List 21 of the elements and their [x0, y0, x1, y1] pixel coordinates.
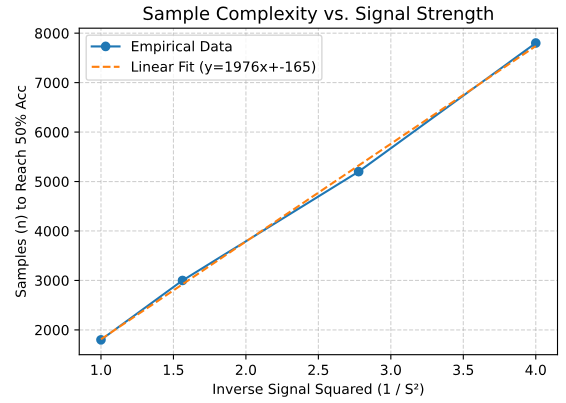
- x-tick-label: 4.0: [525, 364, 546, 376]
- x-tick-label: 3.5: [453, 364, 474, 376]
- x-axis-title: Inverse Signal Squared (1 / S²): [214, 383, 424, 397]
- point: [530, 38, 541, 48]
- x-tick-label: 1.0: [91, 364, 112, 376]
- legend-label: Empirical Data: [132, 40, 232, 54]
- point: [354, 166, 364, 177]
- x-tick-label: 3.0: [380, 364, 401, 376]
- x-tick-label: 2.5: [308, 364, 328, 376]
- y-tick-label: 8000: [35, 28, 69, 39]
- y-tick-label: 5000: [35, 176, 69, 188]
- legend-label: Linear Fit (y=1976x+-165): [132, 61, 316, 75]
- y-tick-label: 2000: [35, 324, 69, 336]
- y-tick-label: 3000: [35, 275, 69, 286]
- y-axis-title: Samples (n) to Reach 50% Acc: [15, 86, 29, 297]
- chart-title: Sample Complexity vs. Signal Strength: [144, 6, 493, 24]
- y-tick-label: 6000: [35, 127, 69, 138]
- x-tick-label: 1.5: [164, 364, 184, 376]
- y-tick-label: 7000: [35, 78, 69, 88]
- y-tick-label: 4000: [34, 226, 69, 236]
- x-tick-label: 2.0: [236, 364, 256, 376]
